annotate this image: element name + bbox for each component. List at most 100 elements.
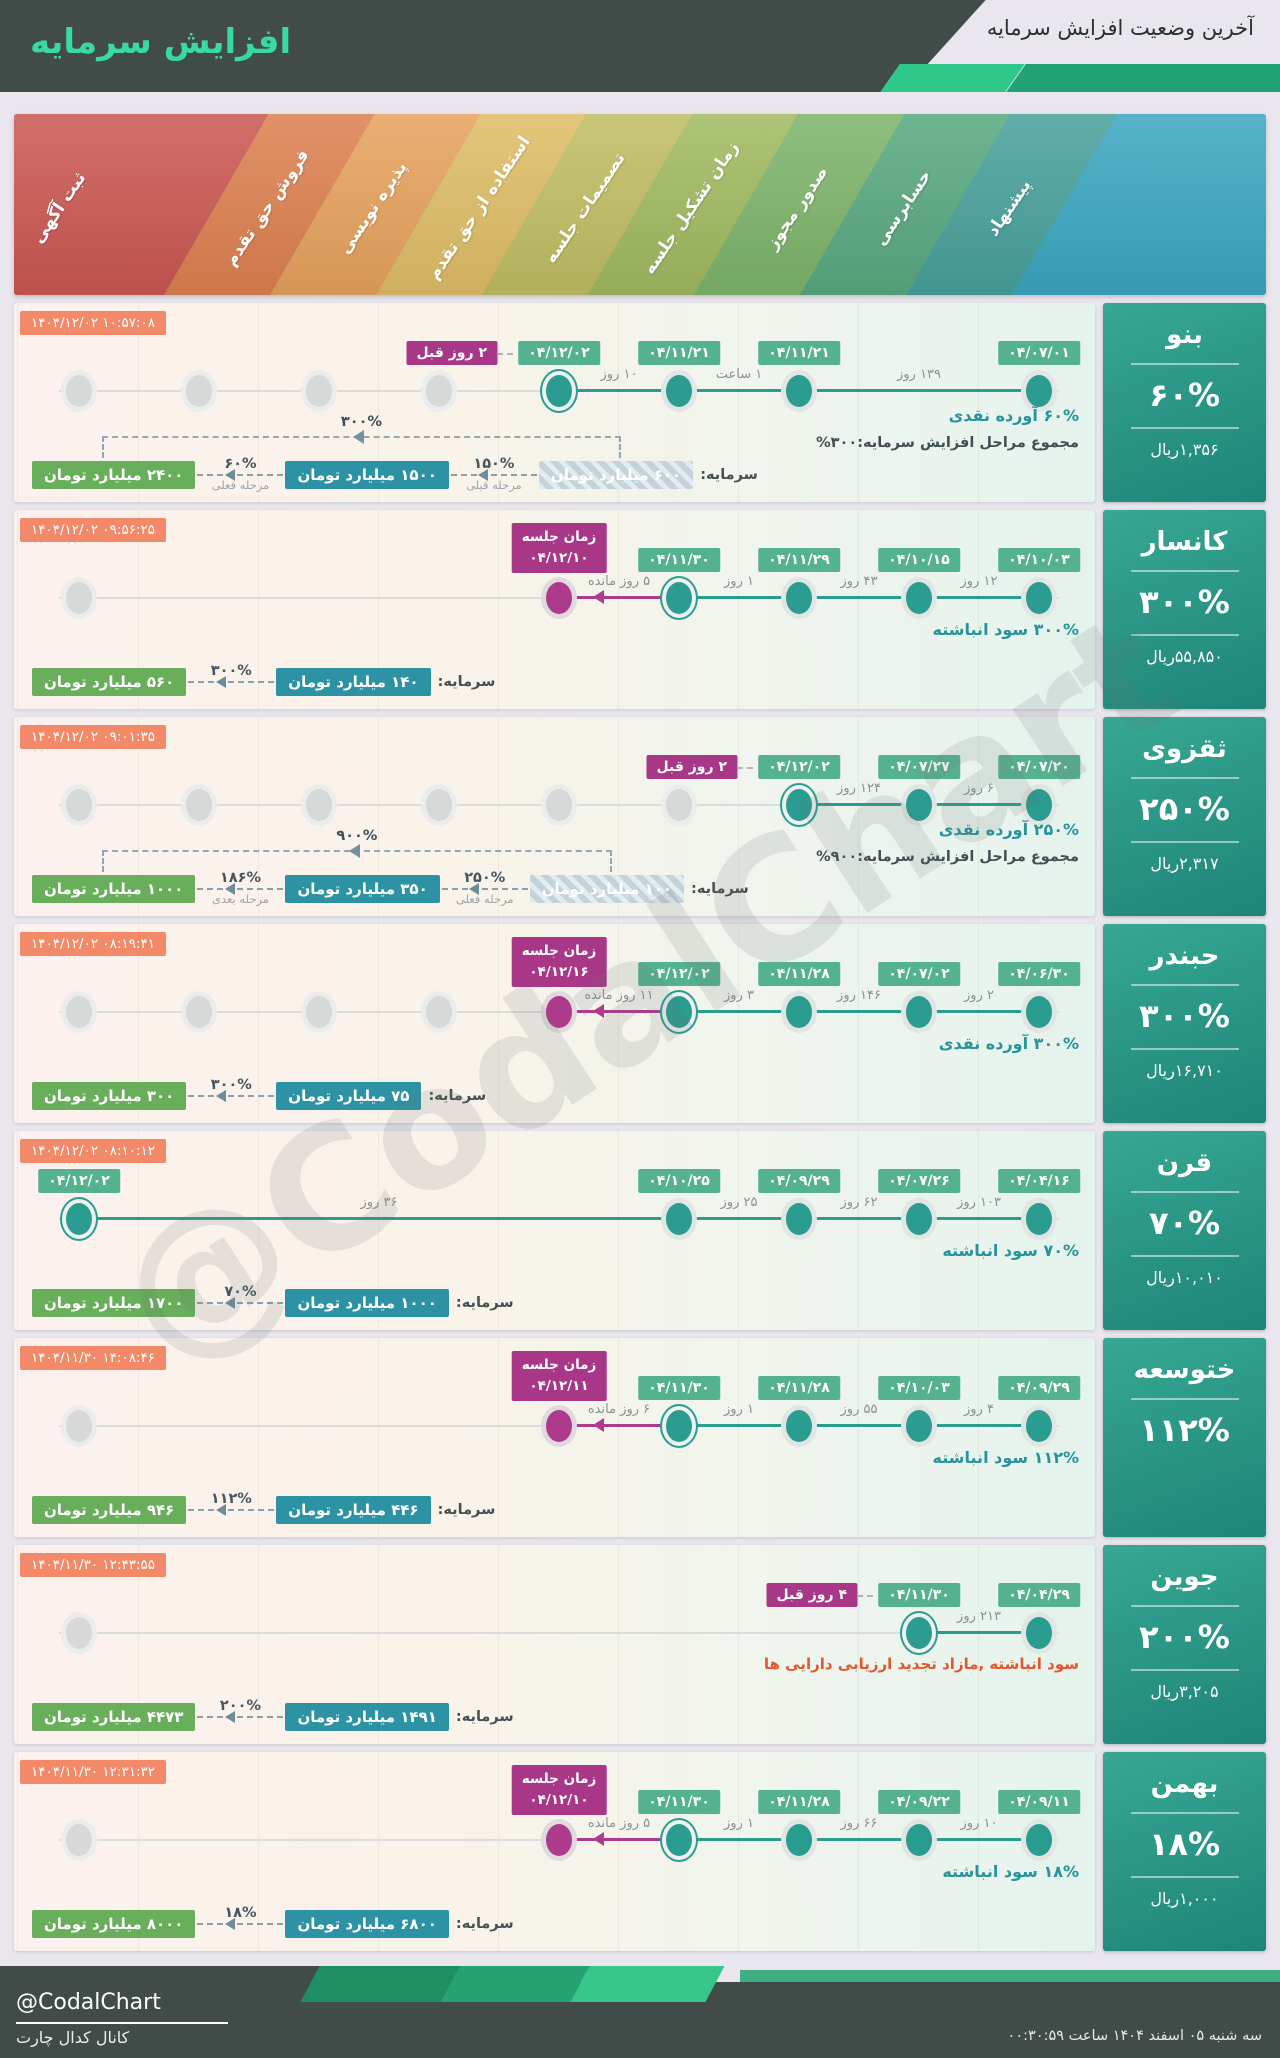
update-timestamp-badge: ۱۴۰۴/۱۲/۰۲ ۰۹:۰۱:۳۵ — [20, 725, 166, 749]
step-value-badge: ۱۰۰۰ میلیارد تومان — [32, 875, 196, 903]
interval-days-label: ۱۴۶ روز — [837, 988, 881, 1003]
remaining-days-label: ۵ روز مانده — [587, 574, 651, 589]
dashed-arrow-line — [441, 883, 528, 895]
meeting-date: ۰۴/۱۲/۱۶ — [529, 963, 589, 980]
timeline-node-pending — [181, 370, 217, 412]
timeline-node-done — [781, 1819, 817, 1861]
timeline-node-current — [662, 578, 696, 618]
date-badge: ۰۴/۱۱/۲۹ — [758, 548, 840, 572]
capital-value-badge: ۶۸۰۰ میلیارد تومان — [285, 1910, 449, 1938]
left-arrowhead-icon — [215, 676, 226, 688]
total-increase-bracket: ۹۰۰% — [102, 828, 612, 872]
date-badge: ۰۴/۱۱/۳۰ — [638, 1376, 720, 1400]
step-percent-label: ۱۱۲% — [210, 1491, 252, 1507]
meeting-time-badge: زمان جلسه ۰۴/۱۲/۱۶ — [511, 937, 607, 987]
step-stage-label — [197, 1927, 283, 1943]
interval-days-label: ۱ روز — [724, 1816, 754, 1831]
timeline-node-done — [901, 784, 937, 826]
timeline-node-done — [901, 1405, 937, 1447]
date-badge: ۰۴/۰۹/۲۹ — [758, 1169, 840, 1193]
timeline-node-pending — [61, 1405, 97, 1447]
date-badge: ۰۴/۱۰/۰۳ — [878, 1376, 960, 1400]
step-arrow: ۷۰% — [197, 1284, 284, 1322]
timeline-remaining-line — [573, 590, 665, 604]
interval-days-label: ۴ روز — [964, 1402, 994, 1417]
description-text: ۷۰% سود انباشته — [942, 1241, 1079, 1260]
step-value-badge: ۳۰۰ میلیارد تومان — [32, 1082, 187, 1110]
timeline-node-pending — [61, 784, 97, 826]
timeline-node-done — [1021, 991, 1057, 1033]
left-arrowhead-icon — [593, 1832, 605, 1846]
timeline-progress-line — [679, 1010, 1039, 1013]
badge-connector — [497, 353, 513, 355]
description-text: ۱۸% سود انباشته — [942, 1862, 1079, 1881]
interval-days-label: ۲ روز — [964, 988, 994, 1003]
timeline-progress-line — [919, 1631, 1039, 1634]
timeline-node-done — [781, 577, 817, 619]
update-timestamp-badge: ۱۴۰۴/۱۱/۳۰ ۱۴:۰۸:۴۶ — [20, 1346, 166, 1370]
timeline-node-done — [661, 370, 697, 412]
card-divider — [1130, 363, 1239, 365]
left-arrowhead-icon — [224, 1297, 235, 1309]
footer-channel: کانال کدال چارت — [16, 2028, 130, 2047]
timeline-progress-line — [679, 596, 1039, 599]
timeline-node-pending — [421, 784, 457, 826]
timeline-node-pending — [61, 577, 97, 619]
capital-value-badge: ۱۰۰۰ میلیارد تومان — [285, 1289, 449, 1317]
step-percent-label: ۳۰۰% — [210, 1077, 252, 1093]
company-card: بهمن ۱۸% ۱,۰۰۰ریال — [1103, 1752, 1266, 1951]
days-ago-badge: ۲ روز قبل — [406, 341, 497, 365]
company-card: قرن ۷۰% ۱۰,۰۱۰ریال — [1103, 1131, 1266, 1330]
capital-label: سرمایه: — [700, 467, 758, 483]
capital-flow: سرمایه: ۱۰۰ میلیارد تومان ۲۵۰% مرحله فعلی ۳۵… — [32, 828, 749, 908]
left-arrowhead-icon — [224, 1711, 235, 1723]
date-badge: ۰۴/۰۷/۲۰ — [998, 755, 1080, 779]
timeline-node-done — [781, 1198, 817, 1240]
timeline-node-done — [1021, 1612, 1057, 1654]
capital-label: سرمایه: — [455, 1709, 514, 1725]
meeting-time-badge: زمان جلسه ۰۴/۱۲/۱۰ — [511, 1765, 607, 1815]
left-arrowhead-icon — [593, 1004, 605, 1018]
page-footer: @CodalChart کانال کدال چارت سه شنبه ۰۵ ا… — [0, 1966, 1280, 2058]
card-divider — [1130, 777, 1239, 779]
company-percent: ۳۰۰% — [1139, 583, 1230, 621]
company-price: ۲,۳۱۷ریال — [1150, 854, 1219, 873]
company-price: ۱۰,۰۱۰ریال — [1146, 1268, 1223, 1287]
card-divider — [1130, 1669, 1239, 1671]
timeline-node-done — [1021, 1405, 1057, 1447]
step-value-badge: ۵۶۰ میلیارد تومان — [32, 668, 187, 696]
company-name: ختوسعه — [1133, 1355, 1236, 1385]
company-name: حبندر — [1149, 941, 1220, 971]
dashed-arrow-line — [197, 1297, 284, 1309]
capital-value-badge: ۱۴۰ میلیارد تومان — [276, 668, 431, 696]
step-stage-label — [188, 1099, 274, 1115]
step-value-badge: ۸۰۰۰ میلیارد تومان — [32, 1910, 196, 1938]
timeline-node-done — [901, 991, 937, 1033]
company-percent: ۲۰۰% — [1139, 1618, 1230, 1656]
company-card: کانسار ۳۰۰% ۵۵,۸۵۰ریال — [1103, 510, 1266, 709]
timeline-progress-line — [679, 1838, 1039, 1841]
company-card: ختوسعه ۱۱۲% — [1103, 1338, 1266, 1537]
card-divider — [1130, 1605, 1239, 1607]
date-badge: ۰۴/۱۱/۲۱ — [638, 341, 720, 365]
card-divider — [1130, 634, 1239, 636]
timeline-node-done — [781, 370, 817, 412]
update-timestamp-badge: ۱۴۰۴/۱۲/۰۲ ۰۸:۱۰:۱۲ — [20, 1139, 166, 1163]
description-text: مجموع مراحل افزایش سرمایه:۹۰۰% — [816, 849, 1079, 865]
timeline-progress-line — [679, 1424, 1039, 1427]
step-percent-label: ۲۰۰% — [219, 1698, 261, 1714]
capital-flow: سرمایه: ۱۴۰ میلیارد تومان ۳۰۰% ۵۶۰ میلیارد … — [32, 663, 495, 701]
step-arrow: ۳۰۰% — [188, 663, 275, 701]
date-badge: ۰۴/۱۲/۰۲ — [638, 962, 720, 986]
step-stage-label: مرحله فعلی — [211, 478, 270, 492]
timeline-node-meeting — [541, 577, 577, 619]
capital-flow: سرمایه: ۶۸۰۰ میلیارد تومان ۱۸% ۸۰۰۰ میلیارد… — [32, 1905, 514, 1943]
meeting-title: زمان جلسه — [521, 1771, 597, 1787]
left-arrowhead-icon — [469, 883, 480, 895]
timeline-node-current — [782, 785, 816, 825]
date-badge: ۰۴/۰۷/۰۲ — [878, 962, 960, 986]
step-value-badge: ۳۵۰ میلیارد تومان — [285, 875, 440, 903]
timeline-remaining-line — [573, 1832, 665, 1846]
page-header: افزایش سرمایه آخرین وضعیت افزایش سرمایه — [0, 0, 1280, 92]
interval-days-label: ۱ روز — [724, 574, 754, 589]
